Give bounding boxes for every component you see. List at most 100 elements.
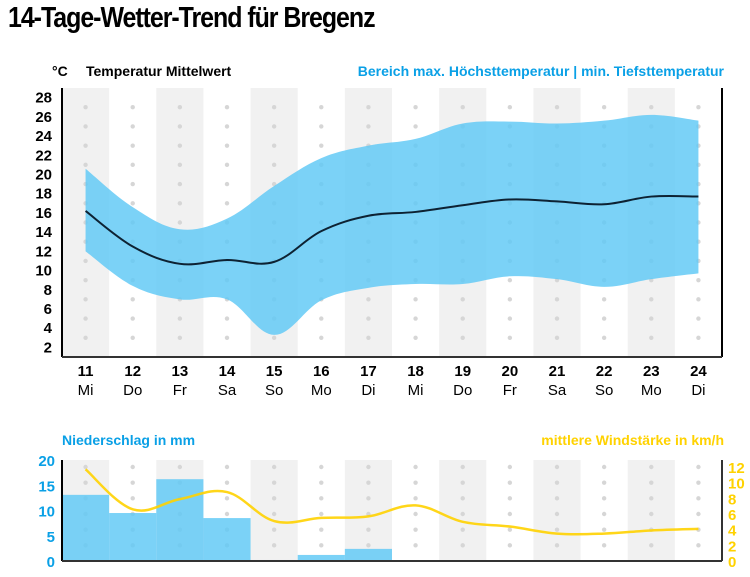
day-number-label: 17 <box>360 363 377 380</box>
day-number-label: 23 <box>643 363 660 380</box>
temp-y-tick: 4 <box>44 320 53 337</box>
grid-dot <box>696 277 701 283</box>
grid-dot <box>130 297 135 302</box>
grid-dot <box>224 335 230 340</box>
grid-dot <box>130 124 135 129</box>
grid-dot <box>83 143 88 148</box>
grid-dot <box>177 105 183 110</box>
wind-y-tick: 10 <box>728 476 745 493</box>
grid-dot <box>130 143 135 148</box>
grid-dot <box>507 297 513 302</box>
wind-y-tick: 12 <box>728 460 745 477</box>
grid-dot <box>224 480 230 485</box>
grid-dot <box>130 496 135 501</box>
grid-dot <box>413 316 418 321</box>
grid-dot <box>271 124 277 129</box>
temp-y-tick: 2 <box>44 339 52 356</box>
grid-dot <box>177 220 183 225</box>
grid-dot <box>319 496 324 501</box>
grid-dot <box>601 335 607 340</box>
grid-dot <box>649 297 654 302</box>
day-number-label: 11 <box>78 363 94 380</box>
day-number-label: 24 <box>690 363 707 380</box>
grid-dot <box>554 527 560 532</box>
grid-dot <box>554 480 560 485</box>
grid-dot <box>601 511 607 517</box>
grid-dot <box>177 124 183 129</box>
grid-dot <box>554 316 560 321</box>
precip-bar <box>344 548 392 561</box>
weekday-label: So <box>265 382 283 399</box>
temp-y-tick: 26 <box>35 109 52 126</box>
temperature-mean-line <box>84 194 699 266</box>
grid-dot <box>271 543 277 548</box>
grid-dot <box>83 162 88 168</box>
grid-dot <box>224 162 230 168</box>
wind-line <box>84 468 699 536</box>
grid-dot <box>649 480 654 485</box>
grid-dot <box>460 543 465 548</box>
weekday-label: Mo <box>641 382 662 399</box>
wind-y-tick: 8 <box>728 491 736 508</box>
grid-dot <box>177 181 183 187</box>
grid-dot <box>507 543 513 548</box>
grid-dot <box>271 162 277 168</box>
grid-dot <box>366 527 371 532</box>
grid-dot <box>319 105 324 110</box>
grid-dot <box>366 496 371 501</box>
grid-dot <box>83 105 88 110</box>
grid-dot <box>460 335 465 340</box>
day-number-label: 16 <box>313 363 330 380</box>
grid-dot <box>83 277 88 283</box>
grid-dot <box>271 511 277 517</box>
grid-dot <box>413 297 418 302</box>
grid-dot <box>83 335 88 340</box>
grid-dot <box>460 464 465 470</box>
grid-dot <box>413 511 418 517</box>
grid-dot <box>649 496 654 501</box>
grid-dot <box>696 316 701 321</box>
temp-y-tick: 22 <box>35 147 52 164</box>
grid-dot <box>696 297 701 302</box>
grid-dot <box>554 543 560 548</box>
grid-dot <box>601 297 607 302</box>
grid-dot <box>177 201 183 206</box>
grid-dot <box>319 335 324 340</box>
grid-dot <box>177 464 183 470</box>
grid-dot <box>130 201 135 206</box>
day-number-label: 13 <box>172 363 189 380</box>
grid-dot <box>319 316 324 321</box>
precip-bar <box>297 554 345 561</box>
temp-y-tick: 6 <box>44 301 52 318</box>
grid-dot <box>460 480 465 485</box>
precip-title: Niederschlag in mm <box>62 432 196 448</box>
temp-y-tick: 24 <box>35 128 52 145</box>
day-number-label: 18 <box>407 363 424 380</box>
grid-dot <box>271 105 277 110</box>
grid-dot <box>507 464 513 470</box>
grid-dot <box>83 464 88 470</box>
temp-unit-label: °C <box>52 63 68 79</box>
grid-dot <box>224 464 230 470</box>
grid-dot <box>271 464 277 470</box>
weekday-label: Fr <box>173 382 187 399</box>
grid-dot <box>83 297 88 302</box>
grid-dot <box>460 297 465 302</box>
weekday-label: Mo <box>311 382 332 399</box>
grid-dot <box>224 181 230 187</box>
grid-dot <box>319 527 324 532</box>
grid-dot <box>319 124 324 129</box>
grid-dot <box>507 511 513 517</box>
grid-dot <box>696 105 701 110</box>
grid-dot <box>649 511 654 517</box>
grid-dot <box>224 105 230 110</box>
grid-dot <box>460 316 465 321</box>
grid-dot <box>319 511 324 517</box>
grid-dot <box>83 258 88 264</box>
grid-dot <box>649 316 654 321</box>
grid-dot <box>554 511 560 517</box>
grid-dot <box>649 335 654 340</box>
grid-dot <box>177 162 183 168</box>
grid-dot <box>601 480 607 485</box>
